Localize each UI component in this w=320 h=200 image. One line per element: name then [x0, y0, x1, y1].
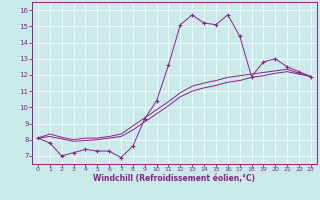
X-axis label: Windchill (Refroidissement éolien,°C): Windchill (Refroidissement éolien,°C) [93, 174, 255, 183]
